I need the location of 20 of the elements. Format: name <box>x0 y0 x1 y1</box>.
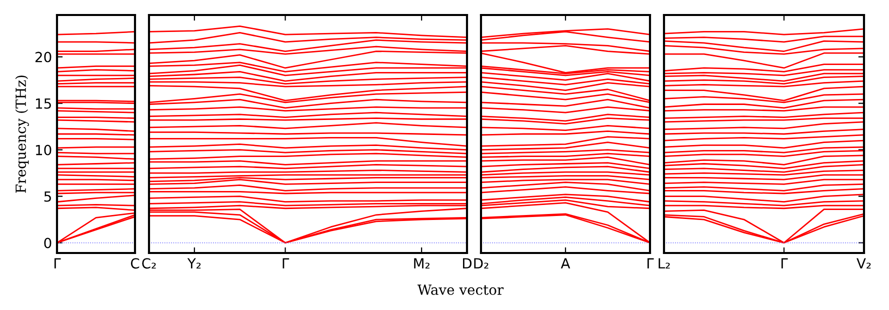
x-tick-label: V₂ <box>856 258 871 268</box>
x-tick-label: C₂ <box>142 258 156 269</box>
y-tick-label: 5 <box>44 191 51 202</box>
x-tick-label: L₂ <box>658 258 670 268</box>
x-tick-label: D₂ <box>474 258 488 268</box>
x-tick-label: Γ <box>781 258 788 268</box>
y-tick-label: 0 <box>44 238 52 248</box>
x-tick-label: Γ <box>54 258 61 268</box>
x-axis-title: Wave vector <box>417 284 504 295</box>
x-tick-label: Y₂ <box>187 258 201 268</box>
x-tick-label: C <box>130 258 140 269</box>
y-tick-label: 20 <box>35 52 52 62</box>
x-tick-label: Γ <box>282 258 290 268</box>
x-tick-label: A <box>560 258 570 268</box>
y-axis-title: Frequency (THz) <box>15 76 29 193</box>
y-tick-label: 15 <box>36 98 51 109</box>
x-tick-label: M₂ <box>414 258 430 268</box>
y-tick-label: 10 <box>36 144 52 156</box>
x-tick-label: D <box>463 258 472 268</box>
x-tick-label: Γ <box>647 258 654 268</box>
